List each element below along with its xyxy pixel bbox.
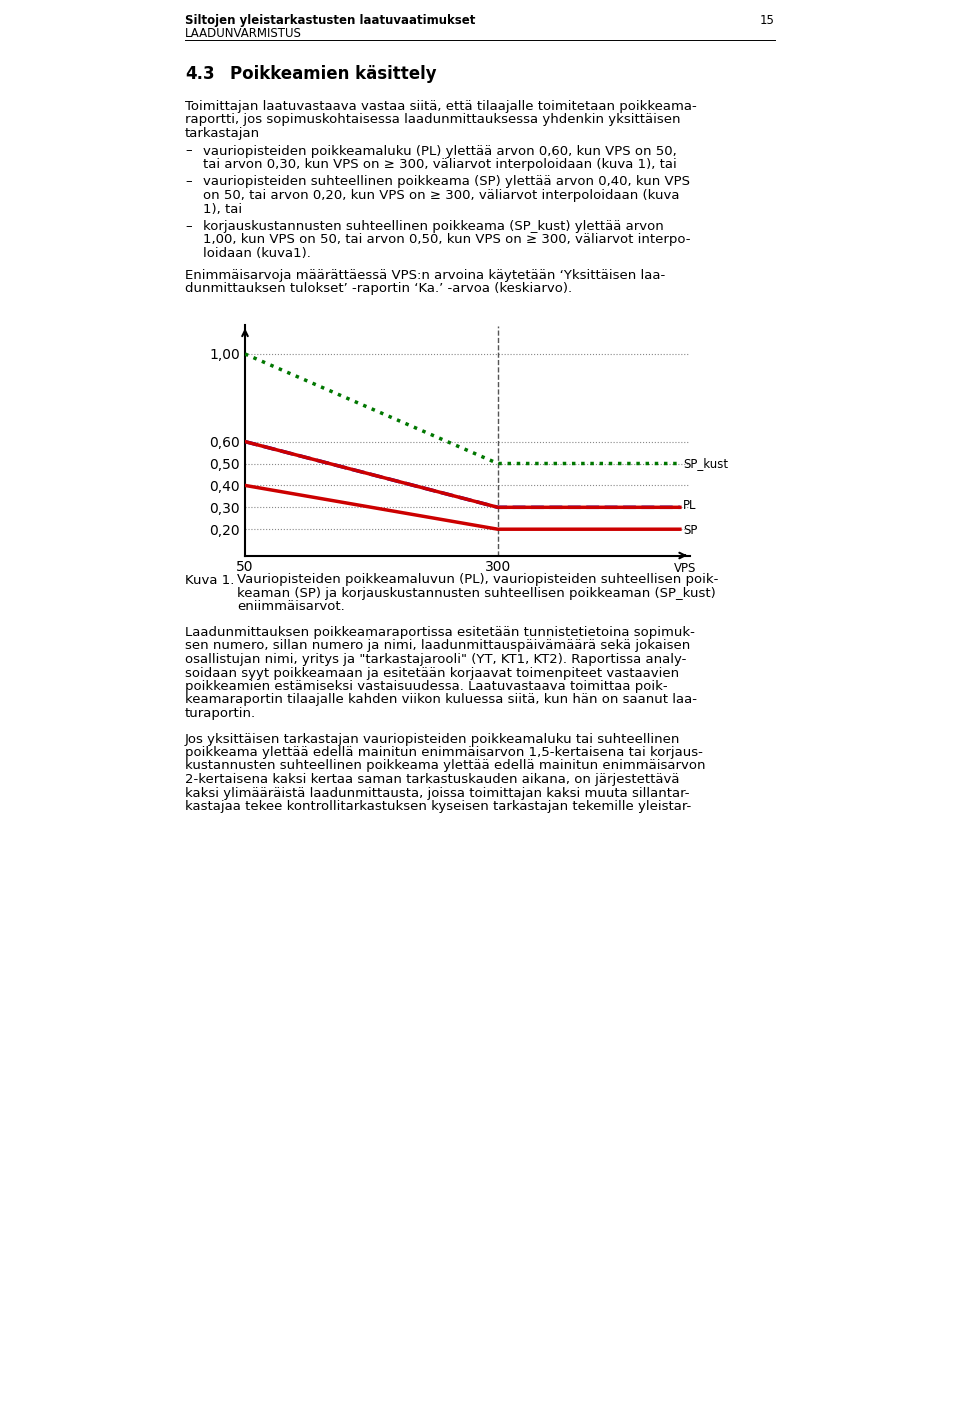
Text: tarkastajan: tarkastajan [185,128,260,140]
Text: Siltojen yleistarkastusten laatuvaatimukset: Siltojen yleistarkastusten laatuvaatimuk… [185,14,475,27]
Text: dunmittauksen tulokset’ -raportin ‘Ka.’ -arvoa (keskiarvo).: dunmittauksen tulokset’ -raportin ‘Ka.’ … [185,282,572,295]
Text: keaman (SP) ja korjauskustannusten suhteellisen poikkeaman (SP_kust): keaman (SP) ja korjauskustannusten suhte… [237,587,716,599]
Text: vauriopisteiden poikkeamaluku (PL) ylettää arvon 0,60, kun VPS on 50,: vauriopisteiden poikkeamaluku (PL) ylett… [203,145,677,157]
Text: 1,00, kun VPS on 50, tai arvon 0,50, kun VPS on ≥ 300, väliarvot interpo-: 1,00, kun VPS on 50, tai arvon 0,50, kun… [203,234,690,247]
Text: poikkeama ylettää edellä mainitun enimmäisarvon 1,5-kertaisena tai korjaus-: poikkeama ylettää edellä mainitun enimmä… [185,745,703,760]
Text: 15: 15 [760,14,775,27]
Text: on 50, tai arvon 0,20, kun VPS on ≥ 300, väliarvot interpoloidaan (kuva: on 50, tai arvon 0,20, kun VPS on ≥ 300,… [203,188,680,203]
Text: vauriopisteiden suhteellinen poikkeama (SP) ylettää arvon 0,40, kun VPS: vauriopisteiden suhteellinen poikkeama (… [203,176,690,188]
Text: SP: SP [683,524,697,537]
Text: Toimittajan laatuvastaava vastaa siitä, että tilaajalle toimitetaan poikkeama-: Toimittajan laatuvastaava vastaa siitä, … [185,101,697,113]
Text: raportti, jos sopimuskohtaisessa laadunmittauksessa yhdenkin yksittäisen: raportti, jos sopimuskohtaisessa laadunm… [185,113,681,126]
Text: osallistujan nimi, yritys ja "tarkastajarooli" (YT, KT1, KT2). Raportissa analy-: osallistujan nimi, yritys ja "tarkastaja… [185,653,686,666]
Text: Poikkeamien käsittely: Poikkeamien käsittely [230,65,437,84]
Text: –: – [185,176,192,188]
Text: SP_kust: SP_kust [683,458,728,470]
Text: 1), tai: 1), tai [203,203,242,215]
Text: –: – [185,145,192,157]
Text: PL: PL [683,499,696,512]
Text: VPS: VPS [674,563,696,575]
Text: 4.3: 4.3 [185,65,215,84]
Text: korjauskustannusten suhteellinen poikkeama (SP_kust) ylettää arvon: korjauskustannusten suhteellinen poikkea… [203,220,663,232]
Text: keamaraportin tilaajalle kahden viikon kuluessa siitä, kun hän on saanut laa-: keamaraportin tilaajalle kahden viikon k… [185,693,697,707]
Text: Kuva 1.: Kuva 1. [185,574,234,587]
Text: 2-kertaisena kaksi kertaa saman tarkastuskauden aikana, on järjestettävä: 2-kertaisena kaksi kertaa saman tarkastu… [185,774,680,786]
Text: kastajaa tekee kontrollitarkastuksen kyseisen tarkastajan tekemille yleistar-: kastajaa tekee kontrollitarkastuksen kys… [185,801,691,813]
Text: soidaan syyt poikkeamaan ja esitetään korjaavat toimenpiteet vastaavien: soidaan syyt poikkeamaan ja esitetään ko… [185,666,679,680]
Text: kustannusten suhteellinen poikkeama ylettää edellä mainitun enimmäisarvon: kustannusten suhteellinen poikkeama ylet… [185,760,706,772]
Text: Jos yksittäisen tarkastajan vauriopisteiden poikkeamaluku tai suhteellinen: Jos yksittäisen tarkastajan vauriopistei… [185,733,681,745]
Text: sen numero, sillan numero ja nimi, laadunmittauspäivämäärä sekä jokaisen: sen numero, sillan numero ja nimi, laadu… [185,639,690,652]
Text: Laadunmittauksen poikkeamaraportissa esitetään tunnistetietoina sopimuk-: Laadunmittauksen poikkeamaraportissa esi… [185,626,695,639]
Text: loidaan (kuva1).: loidaan (kuva1). [203,247,311,259]
Text: poikkeamien estämiseksi vastaisuudessa. Laatuvastaava toimittaa poik-: poikkeamien estämiseksi vastaisuudessa. … [185,680,667,693]
Text: –: – [185,220,192,232]
Text: kaksi ylimääräistä laadunmittausta, joissa toimittajan kaksi muuta sillantar-: kaksi ylimääräistä laadunmittausta, jois… [185,786,689,799]
Text: tai arvon 0,30, kun VPS on ≥ 300, väliarvot interpoloidaan (kuva 1), tai: tai arvon 0,30, kun VPS on ≥ 300, väliar… [203,159,677,171]
Text: Enimmäisarvoja määrättäessä VPS:n arvoina käytetään ‘Yksittäisen laa-: Enimmäisarvoja määrättäessä VPS:n arvoin… [185,268,665,282]
Text: Vauriopisteiden poikkeamaluvun (PL), vauriopisteiden suhteellisen poik-: Vauriopisteiden poikkeamaluvun (PL), vau… [237,574,718,587]
Text: eniimmäisarvot.: eniimmäisarvot. [237,601,345,614]
Text: turaportin.: turaportin. [185,707,256,720]
Text: LAADUNVARMISTUS: LAADUNVARMISTUS [185,27,301,40]
